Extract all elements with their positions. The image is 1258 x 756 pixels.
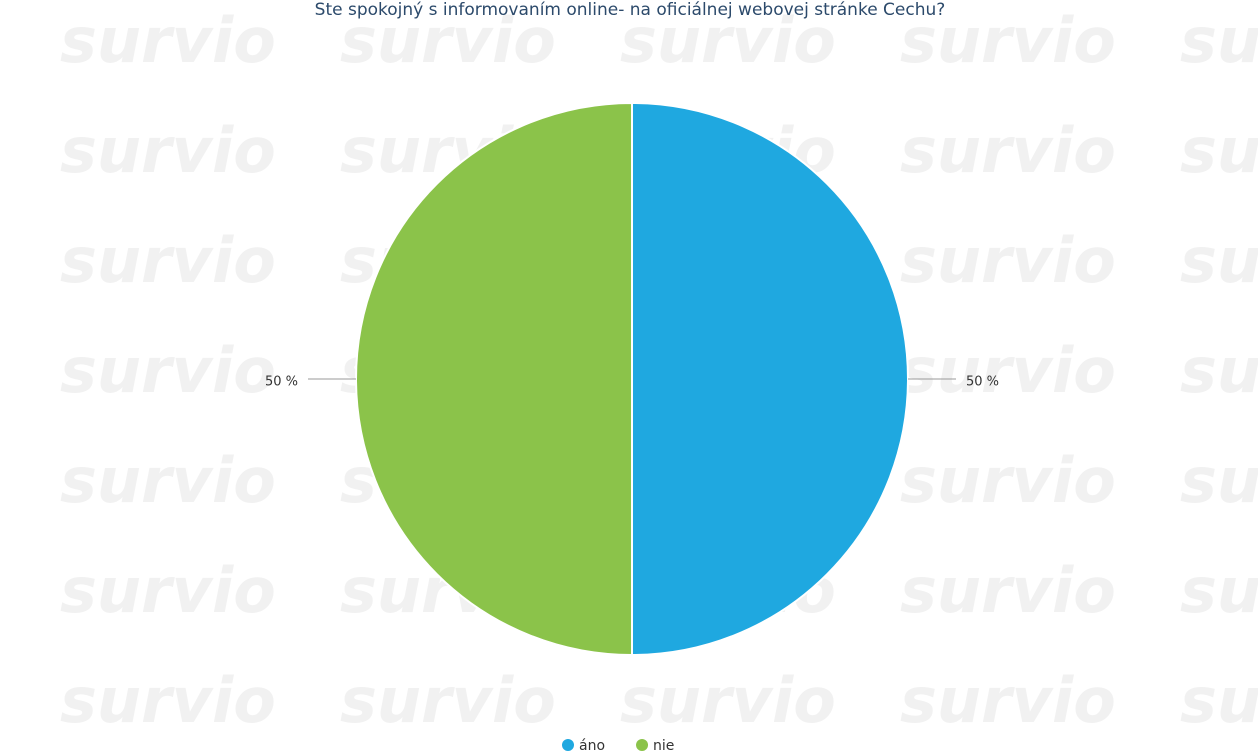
legend-label: áno [579,738,605,754]
watermark: survio [900,224,1116,297]
watermark: survio [60,114,276,187]
watermark: survio [340,664,556,737]
data-label: 50 % [966,375,999,390]
legend-swatch [562,739,574,751]
legend-label: nie [653,738,674,754]
watermark: survio [900,114,1116,187]
watermark: survio [60,554,276,627]
watermark: survio [1180,554,1258,627]
watermark: survio [1180,224,1258,297]
watermark: survio [60,444,276,517]
legend-swatch [636,739,649,751]
watermark: survio [900,444,1116,517]
data-label: 50 % [265,375,298,390]
watermark: survio [900,554,1116,627]
watermark: survio [1180,334,1258,407]
watermark: survio [60,4,276,77]
watermark: survio [1180,114,1258,187]
pie-slice [631,101,909,657]
watermark: survio [60,664,276,737]
watermark: survio [620,4,836,77]
watermark: survio [900,4,1116,77]
watermark: survio [900,334,1116,407]
chart-title: Ste spokojný s informovaním online- na o… [315,0,946,20]
watermark: survio [60,224,276,297]
watermark: survio [1180,4,1258,77]
watermark: survio [1180,664,1258,737]
watermark: survio [340,4,556,77]
watermark: survio [620,664,836,737]
pie-slice [355,101,633,657]
watermark: survio [60,334,276,407]
watermark: survio [900,664,1116,737]
watermark: survio [1180,444,1258,517]
